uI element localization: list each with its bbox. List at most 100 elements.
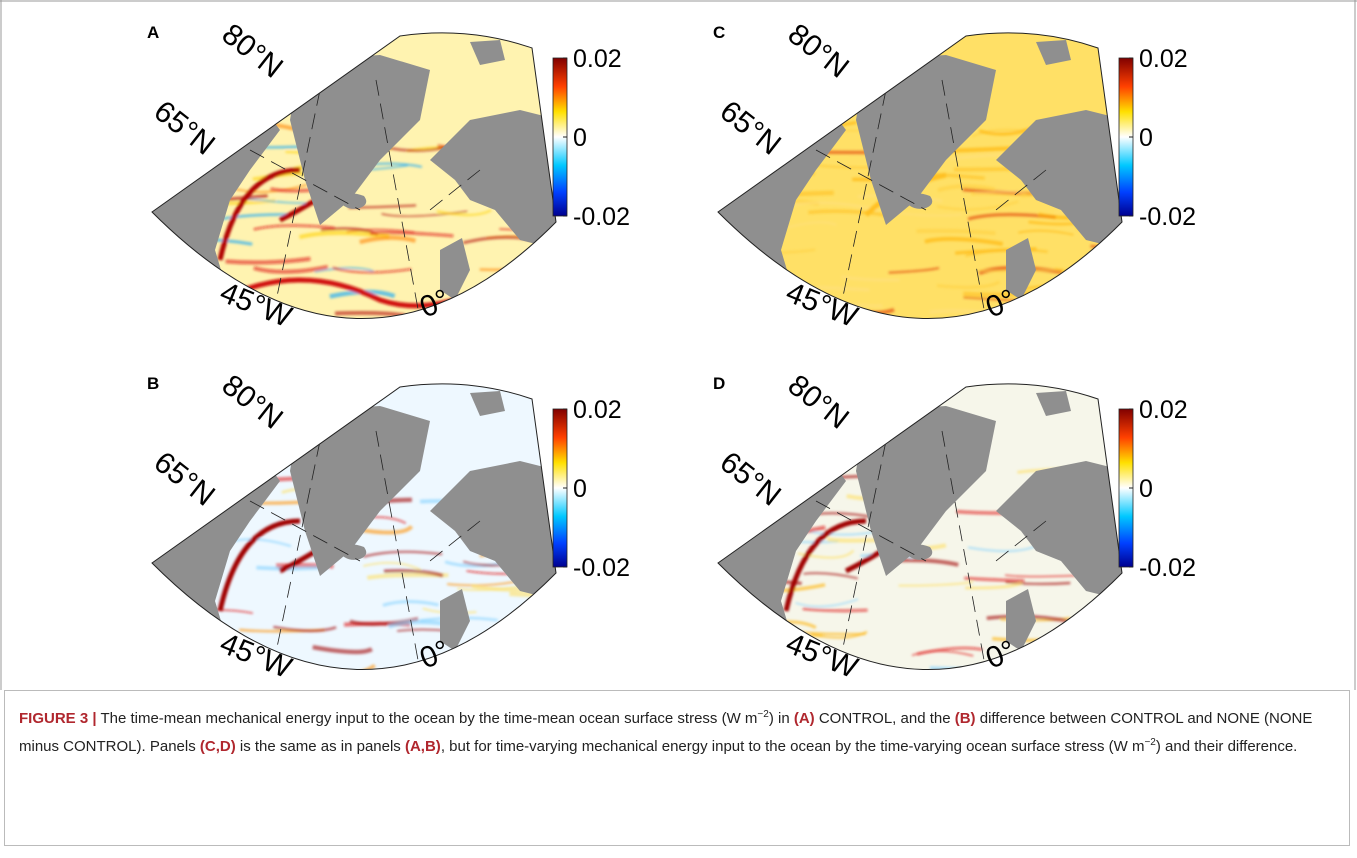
graticule bbox=[249, 500, 361, 562]
map-panel: C 80°N65°N45°W 0°0.020-0.02 bbox=[713, 18, 1196, 335]
colorbar-tick-label: 0 bbox=[573, 475, 587, 503]
field-streak bbox=[1043, 640, 1111, 647]
caption-part: CONTROL, and the bbox=[814, 710, 955, 727]
field-streak bbox=[370, 231, 454, 238]
field-streak bbox=[816, 285, 870, 292]
svalbard bbox=[1036, 40, 1071, 65]
field-streak bbox=[299, 230, 390, 240]
field-streak bbox=[383, 569, 444, 578]
colorbar-tick-label: 0.02 bbox=[573, 396, 622, 424]
lat-label: 80°N bbox=[782, 18, 855, 85]
field-streak bbox=[253, 224, 335, 231]
field-streak bbox=[1083, 316, 1122, 319]
graticule bbox=[941, 430, 987, 670]
graticule bbox=[429, 520, 481, 562]
caption-part: (C,D) bbox=[199, 738, 236, 755]
caption-part: −2 bbox=[757, 709, 769, 720]
map-border bbox=[717, 32, 1123, 320]
britain bbox=[1006, 589, 1036, 651]
field-streak bbox=[1005, 580, 1071, 586]
field-streak bbox=[790, 201, 878, 211]
field-streak bbox=[273, 625, 337, 633]
graticule bbox=[269, 440, 321, 670]
map-panel: B 80°N65°N45°W 0°0.020-0.02 bbox=[147, 369, 630, 686]
field-streak bbox=[332, 266, 412, 274]
caption-part: difference between CONTROL and NONE (NON… bbox=[19, 710, 1313, 755]
britain bbox=[1006, 238, 1036, 300]
field-streak bbox=[808, 209, 889, 218]
lat-label: 65°N bbox=[714, 446, 787, 513]
field-streak bbox=[924, 236, 1004, 246]
graticule bbox=[815, 149, 927, 211]
field-streak bbox=[436, 209, 492, 217]
field-streak bbox=[784, 221, 837, 230]
caption-part: , but for time-varying mechanical energy… bbox=[440, 738, 1145, 755]
graticule bbox=[249, 149, 361, 211]
graticule bbox=[269, 89, 321, 319]
caption-part: (B) bbox=[954, 710, 976, 727]
caption-part: (A,B) bbox=[404, 738, 441, 755]
iceland bbox=[336, 193, 367, 209]
svalbard bbox=[470, 40, 505, 65]
field-streak bbox=[1004, 574, 1083, 578]
britain bbox=[440, 238, 470, 300]
field-streak bbox=[312, 645, 373, 655]
field-streak bbox=[519, 644, 556, 653]
caption-part: is the same as in panels bbox=[235, 738, 405, 755]
map bbox=[718, 32, 1122, 319]
field-streak bbox=[382, 600, 439, 607]
graticule bbox=[375, 79, 421, 319]
caption-part: The time-mean mechanical energy input to… bbox=[96, 710, 758, 727]
colorbar-tick-label: 0 bbox=[573, 124, 587, 152]
iceland bbox=[336, 544, 367, 560]
map bbox=[718, 383, 1122, 670]
colorbar-tick-label: 0.02 bbox=[1139, 396, 1188, 424]
field-streak bbox=[1090, 244, 1122, 250]
svalbard bbox=[470, 391, 505, 416]
greenland bbox=[290, 55, 430, 225]
figure: A 80°N65°N45°W 0°0.020-0.02C 80°N65°N45°W 0°… bbox=[0, 0, 1357, 690]
graticule bbox=[835, 440, 887, 670]
field-streak bbox=[455, 668, 509, 670]
field-streak bbox=[1010, 304, 1091, 309]
colorbar-tick-label: 0 bbox=[1139, 475, 1153, 503]
field-streak bbox=[526, 656, 556, 666]
field-streak bbox=[363, 561, 422, 571]
field-streak bbox=[1092, 271, 1122, 278]
iceland bbox=[902, 193, 933, 209]
graticule bbox=[429, 169, 481, 211]
scandinavia bbox=[996, 461, 1122, 601]
field-streak bbox=[498, 624, 556, 633]
field-streak bbox=[965, 581, 1023, 590]
field-streak bbox=[488, 640, 556, 645]
britain bbox=[440, 589, 470, 651]
field-streak bbox=[911, 650, 974, 657]
field-streak bbox=[802, 607, 868, 613]
field-streak bbox=[936, 200, 1019, 211]
caption-part: (A) bbox=[793, 710, 815, 727]
lat-label: 65°N bbox=[148, 95, 221, 162]
field-streak bbox=[381, 210, 468, 218]
map bbox=[152, 383, 556, 670]
field-streak bbox=[916, 228, 996, 236]
field-streak bbox=[1092, 302, 1122, 308]
lat-label: 80°N bbox=[782, 369, 855, 436]
caption-part: ) and their difference. bbox=[1155, 738, 1298, 755]
field-streak bbox=[1085, 656, 1122, 662]
map-panel: A 80°N65°N45°W 0°0.020-0.02 bbox=[147, 18, 630, 335]
panel-label: C bbox=[713, 23, 725, 42]
lat-label: 65°N bbox=[148, 446, 221, 513]
field-streak bbox=[841, 275, 900, 282]
map-panel: D 80°N65°N45°W 0°0.020-0.02 bbox=[713, 369, 1196, 686]
field-streak bbox=[222, 213, 292, 221]
graticule bbox=[815, 500, 927, 562]
field-streak bbox=[489, 307, 556, 315]
graticule bbox=[375, 430, 421, 670]
field-streak bbox=[898, 581, 974, 587]
field-streak bbox=[322, 663, 376, 670]
field-streak bbox=[1018, 229, 1074, 236]
panel-label: A bbox=[147, 23, 159, 42]
panel-label: B bbox=[147, 374, 159, 393]
map-border bbox=[151, 383, 557, 671]
